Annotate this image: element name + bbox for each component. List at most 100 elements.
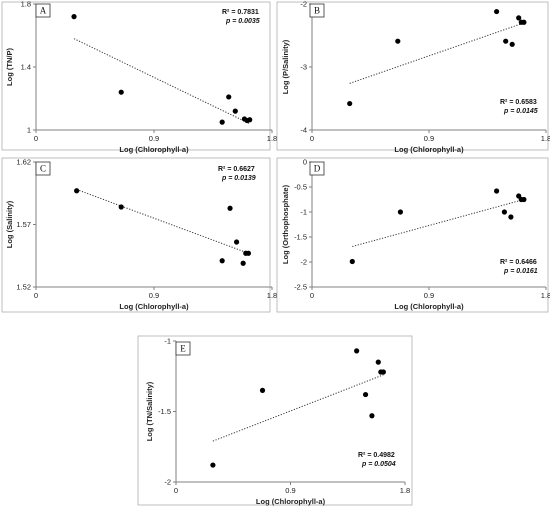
- x-tick-label: 0.9: [424, 134, 434, 143]
- y-axis-label: Log (P/Salinity): [281, 39, 290, 94]
- data-point: [219, 258, 225, 264]
- y-tick-label: 1.52: [16, 283, 31, 292]
- data-point: [74, 188, 80, 194]
- y-tick-label: -1.5: [294, 233, 307, 242]
- x-tick-label: 1.8: [400, 486, 410, 495]
- y-tick-label: 1.57: [16, 220, 31, 229]
- x-tick-label: 0: [310, 134, 314, 143]
- trend-line: [212, 374, 384, 442]
- data-point: [503, 38, 509, 44]
- panel-border: [276, 1, 549, 151]
- data-point: [354, 348, 360, 354]
- panel-letter-box: [35, 3, 51, 18]
- x-tick-label: 1.8: [541, 291, 550, 300]
- y-tick-label: -0.5: [294, 183, 307, 192]
- data-point: [247, 117, 253, 123]
- y-tick-label: -1: [300, 208, 307, 217]
- y-tick-label: -4: [300, 126, 307, 135]
- panel-c: 0 0.9 1.8 1.52 1.57 1.62 Log (Chlorophyll-a) Lo…: [1, 157, 277, 313]
- r-squared-label: R² = 0.4982: [358, 452, 395, 459]
- x-tick-label: 0.9: [424, 291, 434, 300]
- data-point: [362, 391, 369, 398]
- x-tick-label: 0.9: [149, 291, 159, 300]
- y-tick-label: -2: [300, 0, 307, 9]
- p-value-label: p = 0.0035: [225, 18, 260, 25]
- y-tick-label: -1: [164, 337, 171, 346]
- y-tick-label: 0: [303, 158, 307, 167]
- data-point: [347, 100, 353, 107]
- p-value-label: p = 0.0139: [221, 175, 256, 182]
- panel-border: [1, 157, 271, 313]
- trend-line: [76, 189, 249, 254]
- r-squared-label: R² = 0.6627: [218, 166, 255, 173]
- x-axis-label: Log (Chlorophyll-a): [394, 302, 464, 311]
- panel-border: [137, 335, 413, 506]
- trend-line: [73, 38, 250, 125]
- panel-letter: A: [40, 6, 47, 16]
- x-axis-label: Log (Chlorophyll-a): [119, 302, 189, 311]
- panel-letter-box: [175, 341, 191, 356]
- data-point: [349, 258, 355, 265]
- x-tick-label: 1.8: [267, 134, 277, 143]
- y-tick-label: 1.62: [16, 158, 31, 167]
- y-tick-label: -3: [300, 63, 307, 72]
- data-point: [494, 8, 500, 15]
- r-squared-label: R² = 0.6583: [500, 99, 537, 106]
- p-value-label: p = 0.0161: [503, 268, 538, 275]
- x-axis-label: Log (Chlorophyll-a): [256, 497, 326, 506]
- data-point: [227, 205, 233, 211]
- x-axis-label: Log (Chlorophyll-a): [394, 145, 464, 154]
- panel-letter-box: [309, 161, 325, 176]
- data-point: [71, 14, 77, 20]
- y-tick-label: 1.8: [21, 0, 31, 9]
- panel-e: 0 0.9 1.8 -2 -1.5 -1 Log (Chlorophyll-a) Log (T…: [137, 335, 413, 506]
- data-point: [232, 108, 238, 114]
- data-point: [234, 239, 240, 245]
- y-tick-label: 1: [27, 126, 31, 135]
- x-tick-label: 0.9: [285, 486, 295, 495]
- y-axis-label: Log (Salinity): [5, 200, 14, 248]
- data-point: [494, 188, 500, 194]
- data-point: [380, 369, 386, 375]
- data-point: [375, 359, 381, 365]
- y-tick-label: 1.4: [21, 63, 31, 72]
- data-point: [397, 209, 403, 215]
- panel-b: 0 0.9 1.8 -4 -3 -2 Log (Chlorophyll-a) Log (P/S…: [276, 0, 550, 154]
- y-axis-label: Log (Orthophosphate): [281, 184, 290, 264]
- panel-border: [276, 157, 549, 313]
- r-squared-label: R² = 0.6466: [500, 259, 537, 266]
- data-point: [521, 196, 527, 203]
- y-tick-label: -2: [300, 258, 307, 267]
- data-point: [516, 15, 522, 21]
- y-axis-label: Log (TN/Salinity): [145, 381, 154, 441]
- panel-letter-box: [309, 3, 325, 18]
- data-point: [259, 387, 266, 393]
- panel-d: 0 0.9 1.8 -2.5 -2 -1.5 -1 -0.5 0 Log (Chlorophyll…: [276, 157, 550, 313]
- x-tick-label: 0: [310, 291, 314, 300]
- data-point: [240, 260, 246, 266]
- panel-letter: C: [40, 164, 46, 174]
- x-tick-label: 0.9: [149, 134, 159, 143]
- data-point: [521, 19, 527, 25]
- x-tick-label: 1.8: [267, 291, 277, 300]
- panel-a: 0 0.9 1.8 1 1.4 1.8 Log (Chlorophyll-a) Log (TN…: [1, 0, 277, 154]
- p-value-label: p = 0.0504: [361, 461, 396, 468]
- data-point: [118, 89, 124, 95]
- y-axis-label: Log (TN/P): [5, 48, 14, 86]
- data-point: [508, 214, 514, 220]
- trend-line: [352, 199, 525, 247]
- x-tick-label: 0: [34, 291, 38, 300]
- x-axis-label: Log (Chlorophyll-a): [119, 145, 189, 154]
- x-tick-label: 0: [34, 134, 38, 143]
- data-point: [509, 41, 515, 47]
- panel-border: [1, 1, 271, 151]
- data-point: [395, 38, 401, 44]
- x-tick-label: 1.8: [541, 134, 550, 143]
- panel-letter: B: [314, 6, 320, 16]
- data-point: [118, 204, 124, 210]
- y-tick-label: -2.5: [294, 283, 307, 292]
- data-point: [210, 462, 216, 468]
- p-value-label: p = 0.0145: [503, 108, 538, 115]
- trend-line: [349, 22, 525, 84]
